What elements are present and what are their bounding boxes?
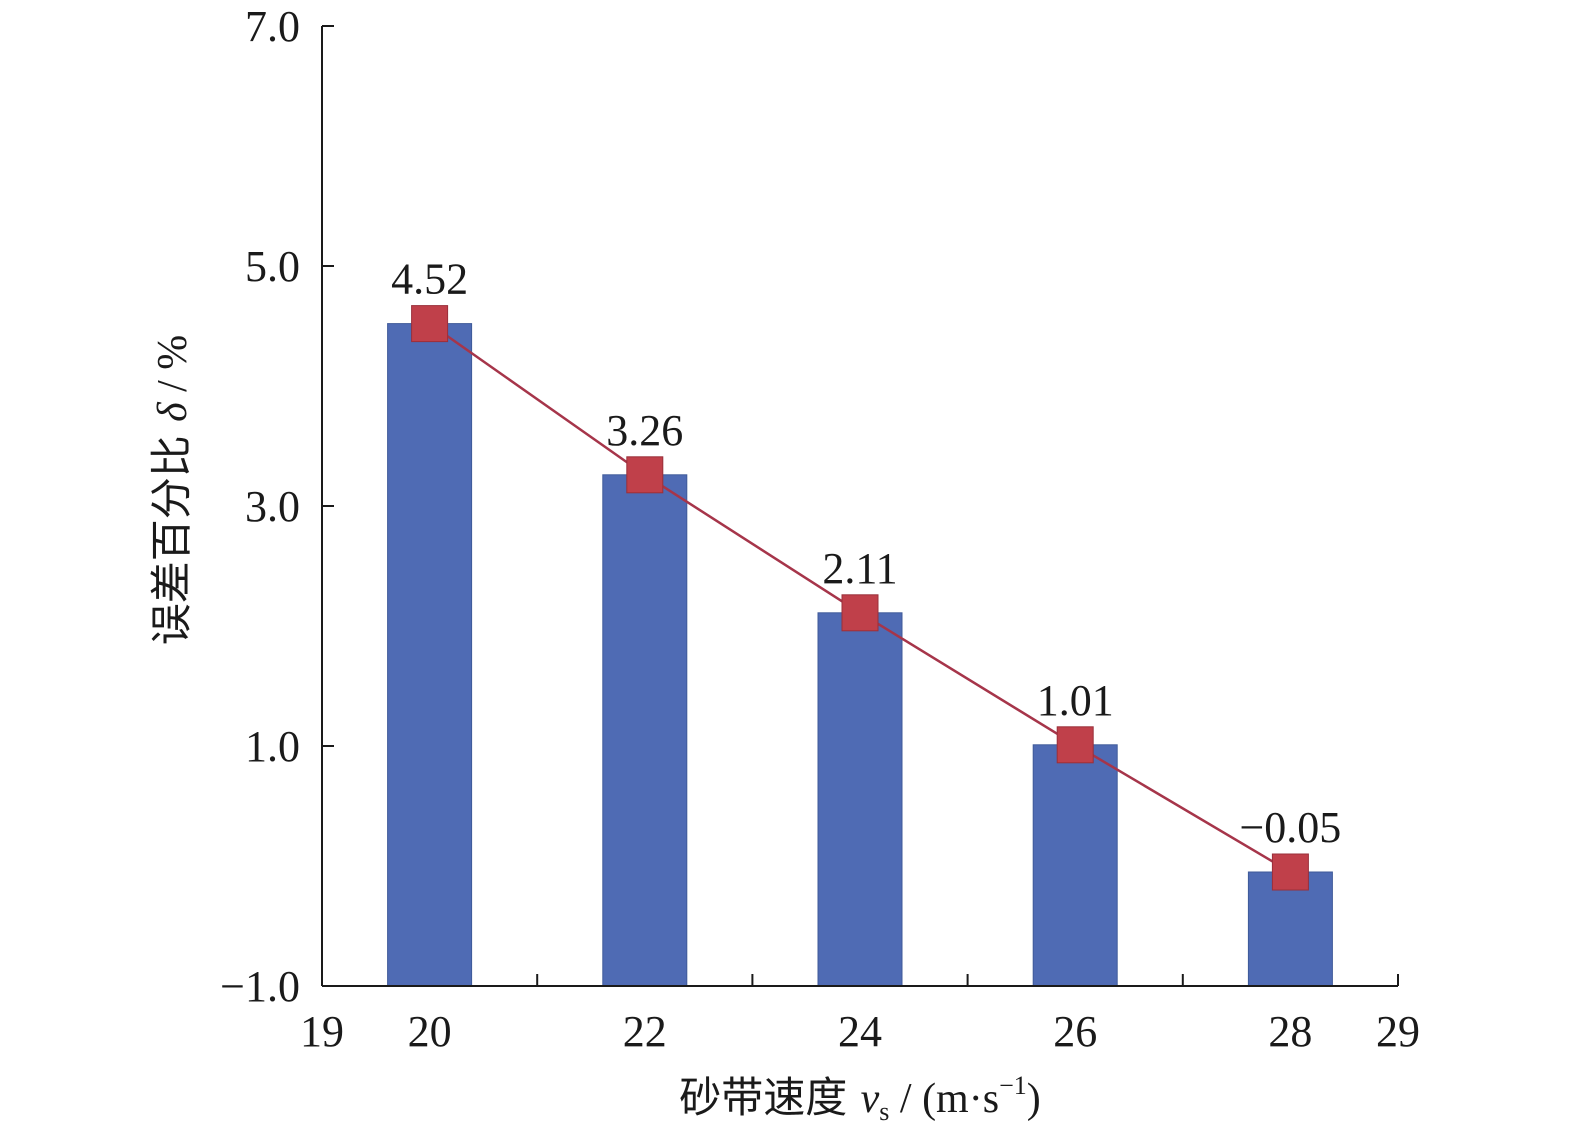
bar-22 — [602, 474, 688, 987]
y-tick-label-7: 7.0 — [245, 2, 300, 51]
x-tick-label-19: 19 — [300, 1007, 344, 1056]
tick-labels-group: −1.0 1.0 3.0 5.0 7.0 19 20 22 24 26 28 29 — [220, 2, 1420, 1056]
data-label-28: −0.05 — [1239, 803, 1341, 852]
y-tick-label-5: 5.0 — [245, 242, 300, 291]
bar-20 — [387, 323, 473, 987]
x-tick-label-24: 24 — [838, 1007, 882, 1056]
y-tick-label-3: 3.0 — [245, 482, 300, 531]
y-tick-label--1: −1.0 — [220, 962, 300, 1011]
axes-group — [321, 25, 1399, 987]
markers-group — [411, 305, 1309, 891]
data-labels-group: 4.52 3.26 2.11 1.01 −0.05 — [391, 255, 1341, 852]
x-tick-label-26: 26 — [1053, 1007, 1097, 1056]
y-axis-title: 误差百分比 δ / % — [147, 335, 196, 646]
data-label-24: 2.11 — [822, 544, 897, 593]
x-axis-title: 砂带速度 vs / (m·s−1) — [679, 1071, 1040, 1126]
bar-24 — [817, 612, 903, 987]
bar-28 — [1247, 871, 1333, 987]
bars-group — [387, 323, 1333, 987]
marker-28 — [1271, 853, 1309, 891]
x-tick-label-29: 29 — [1376, 1007, 1420, 1056]
y-tick-label-1: 1.0 — [245, 722, 300, 771]
marker-26 — [1056, 726, 1094, 764]
marker-22 — [626, 456, 664, 494]
data-label-20: 4.52 — [391, 255, 468, 304]
x-tick-label-28: 28 — [1268, 1007, 1312, 1056]
marker-20 — [411, 305, 449, 343]
data-label-22: 3.26 — [606, 406, 683, 455]
data-label-26: 1.01 — [1037, 676, 1114, 725]
marker-24 — [841, 594, 879, 632]
bar-26 — [1032, 744, 1118, 987]
x-tick-label-20: 20 — [408, 1007, 452, 1056]
x-tick-label-22: 22 — [623, 1007, 667, 1056]
